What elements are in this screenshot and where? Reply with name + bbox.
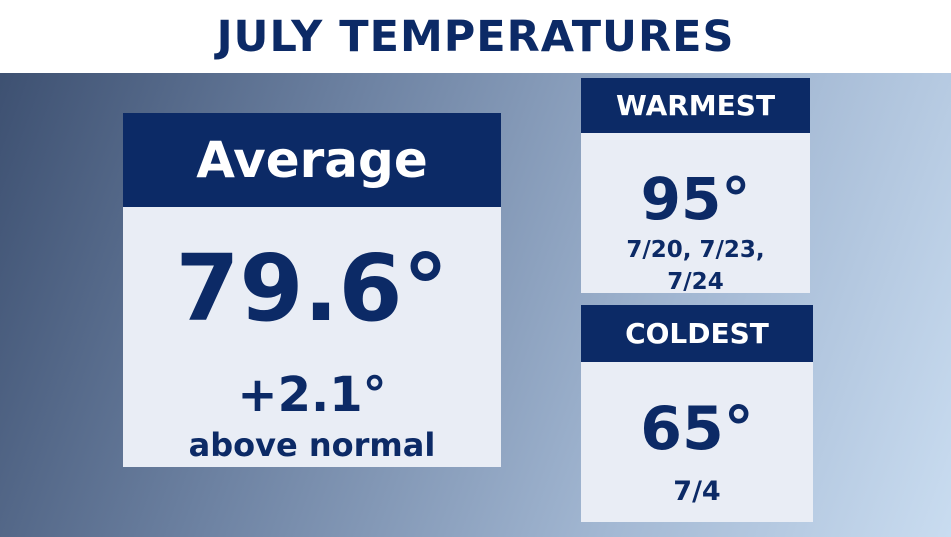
warmest-dates: 7/20, 7/23, 7/24 — [626, 237, 765, 296]
warmest-card: WARMEST 95° 7/20, 7/23, 7/24 — [581, 78, 810, 295]
coldest-header: COLDEST — [581, 305, 813, 362]
coldest-card: COLDEST 65° 7/4 — [581, 305, 813, 522]
average-header: Average — [123, 113, 501, 207]
title-band: JULY TEMPERATURES — [0, 0, 951, 73]
warmest-header: WARMEST — [581, 78, 810, 133]
coldest-value: 65° — [640, 394, 754, 464]
average-departure: +2.1° — [237, 367, 387, 423]
warmest-value: 95° — [640, 165, 751, 233]
average-value: 79.6° — [175, 235, 449, 342]
title: JULY TEMPERATURES — [216, 11, 735, 62]
average-note: above normal — [188, 426, 436, 464]
average-card: Average 79.6° +2.1° above normal — [123, 113, 501, 467]
coldest-dates: 7/4 — [673, 476, 721, 507]
